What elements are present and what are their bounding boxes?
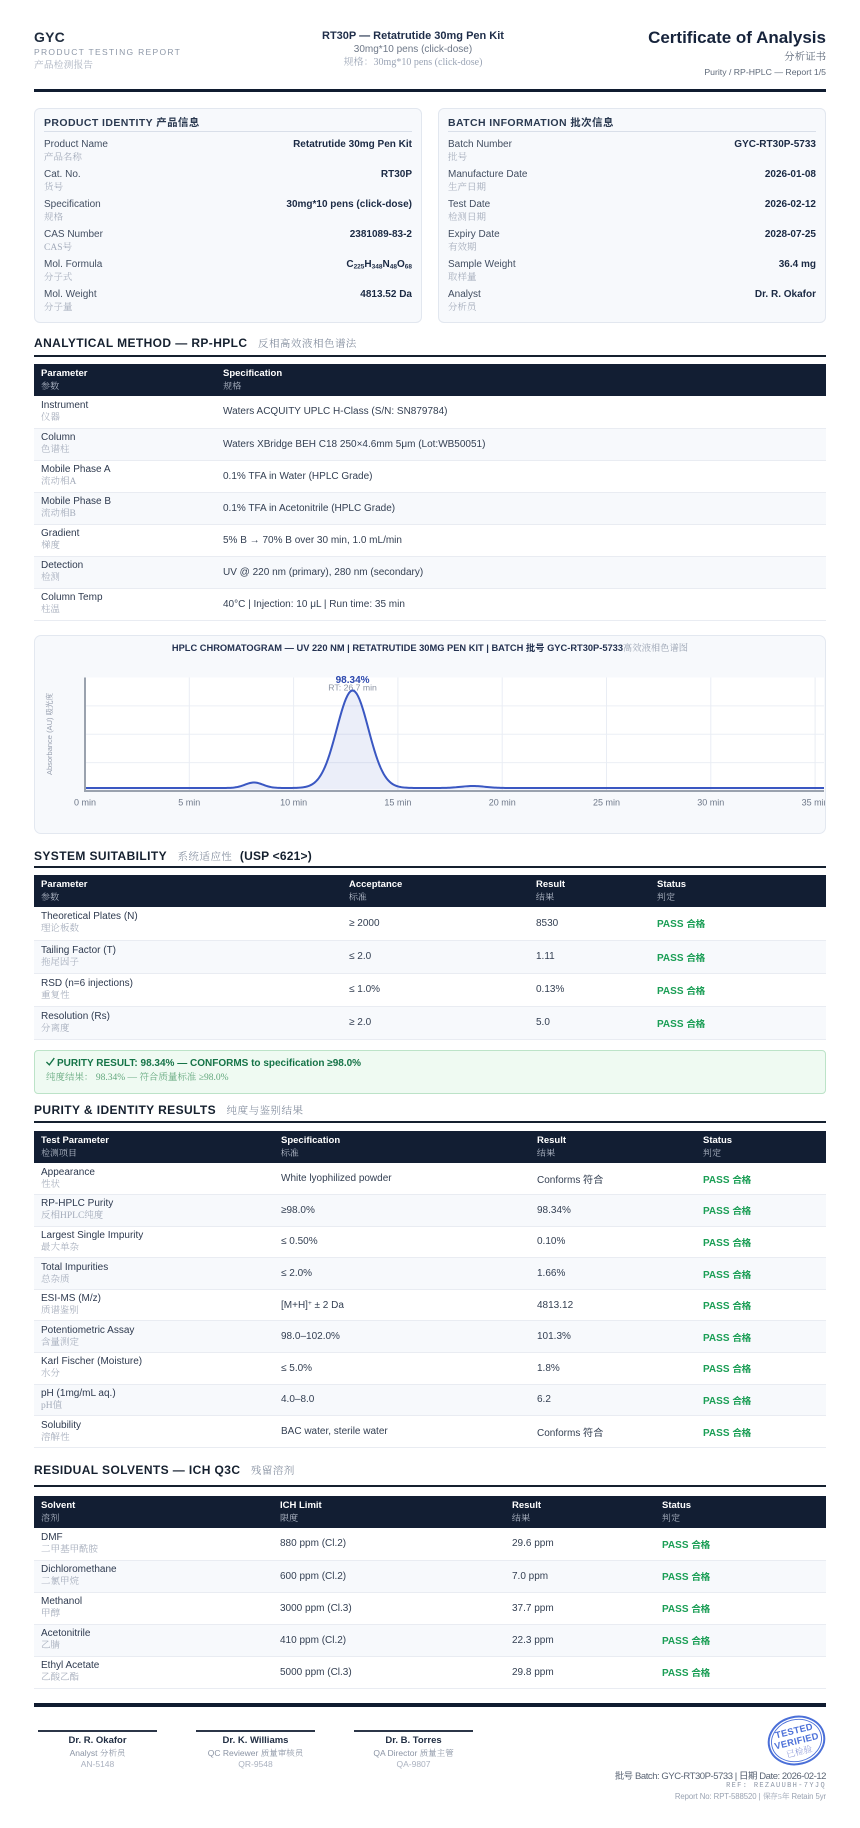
svg-text:RT: 26.7 min: RT: 26.7 min <box>328 683 377 693</box>
svg-text:10 min: 10 min <box>280 798 307 808</box>
svg-text:0 min: 0 min <box>74 798 96 808</box>
svg-text:5 min: 5 min <box>178 798 200 808</box>
svg-text:15 min: 15 min <box>384 798 411 808</box>
svg-text:30 min: 30 min <box>697 798 724 808</box>
svg-text:98.34%: 98.34% <box>336 675 370 686</box>
svg-text:Absorbance (AU) 吸光度: Absorbance (AU) 吸光度 <box>44 692 54 775</box>
svg-text:25 min: 25 min <box>593 798 620 808</box>
svg-text:35 min: 35 min <box>802 798 825 808</box>
svg-text:20 min: 20 min <box>489 798 516 808</box>
